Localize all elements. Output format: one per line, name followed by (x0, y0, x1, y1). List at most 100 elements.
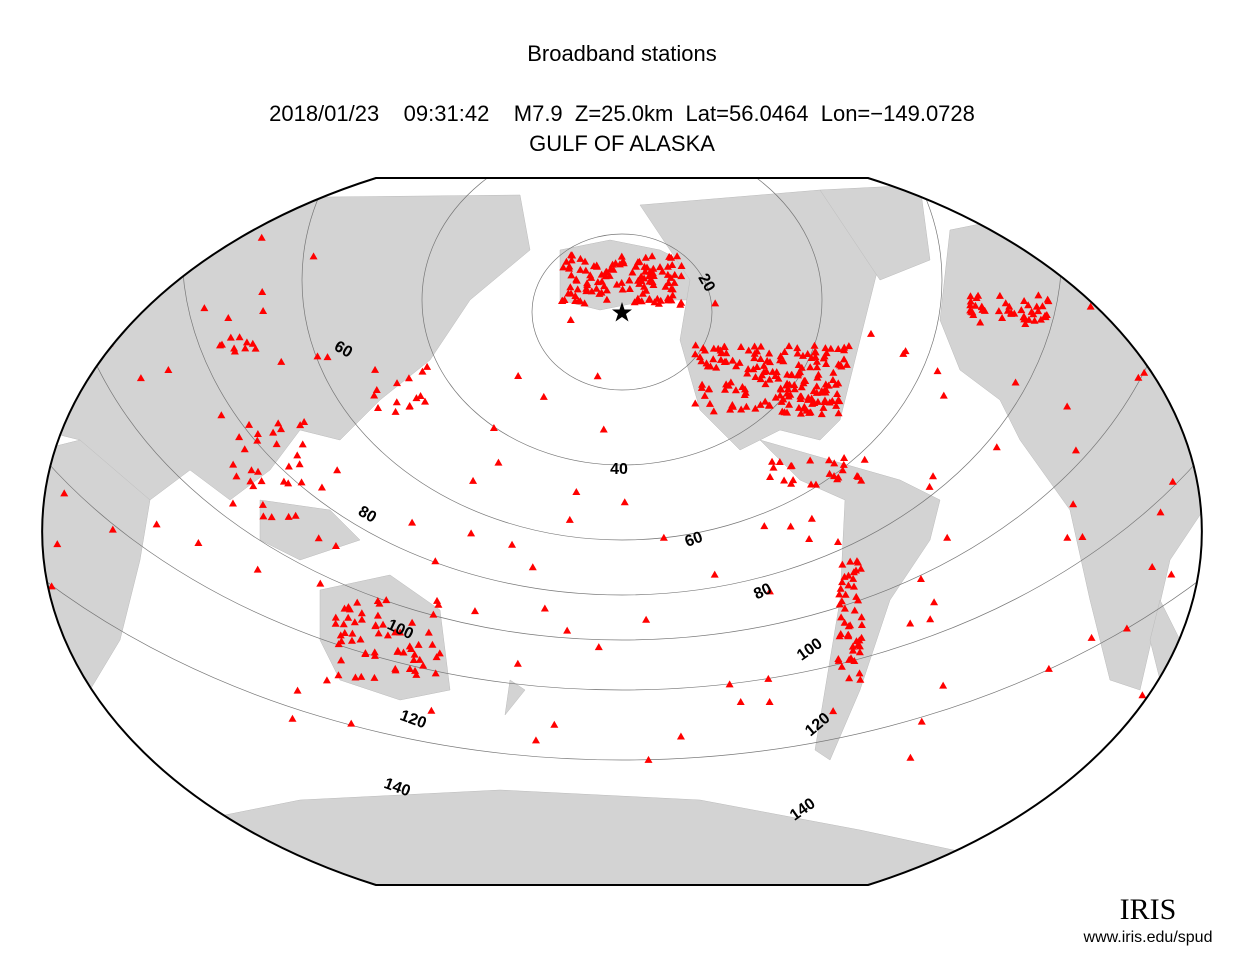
station (995, 291, 1004, 299)
station (768, 367, 777, 375)
station (776, 384, 785, 392)
station (531, 736, 540, 744)
station (53, 540, 62, 548)
station (850, 656, 859, 664)
station (642, 615, 651, 623)
station (625, 276, 634, 284)
station (1071, 446, 1080, 454)
station (703, 362, 712, 370)
station (837, 597, 846, 605)
station (60, 489, 69, 497)
station (392, 398, 401, 406)
title: Broadband stations (527, 41, 717, 66)
station (1063, 533, 1072, 541)
station (1024, 301, 1033, 309)
station (383, 631, 392, 639)
station (357, 615, 366, 623)
station (691, 350, 700, 358)
station (249, 482, 258, 490)
station (251, 344, 260, 352)
logo: IRIS (1120, 893, 1177, 926)
station (241, 344, 250, 352)
station (228, 499, 237, 507)
station (279, 477, 288, 485)
station (334, 640, 343, 648)
station (293, 451, 302, 459)
station (906, 753, 915, 761)
station (373, 403, 382, 411)
station (1063, 402, 1072, 410)
station (756, 375, 765, 383)
contour-label: 80 (751, 580, 774, 603)
station (709, 355, 718, 363)
station (1087, 633, 1096, 641)
station (916, 575, 925, 583)
station (998, 314, 1007, 322)
station (619, 257, 628, 265)
station (348, 629, 357, 637)
station (663, 270, 672, 278)
station (1044, 664, 1053, 672)
station (424, 628, 433, 636)
station (860, 455, 869, 463)
station (284, 479, 293, 487)
station (528, 563, 537, 571)
station (640, 262, 649, 270)
station (751, 373, 760, 381)
region: GULF OF ALASKA (529, 131, 715, 156)
station (793, 349, 802, 357)
station (710, 570, 719, 578)
station (593, 278, 602, 286)
station (677, 272, 686, 280)
station (820, 352, 829, 360)
station (994, 307, 1003, 315)
station (267, 513, 276, 521)
station (393, 646, 402, 654)
station (811, 348, 820, 356)
station (576, 297, 585, 305)
station (857, 476, 866, 484)
station (725, 680, 734, 688)
station (331, 613, 340, 621)
station (371, 365, 380, 373)
station (644, 295, 653, 303)
station (798, 351, 807, 359)
station (834, 344, 843, 352)
station (230, 344, 239, 352)
station (580, 299, 589, 307)
station (804, 395, 813, 403)
station (971, 301, 980, 309)
station (787, 479, 796, 487)
station (194, 538, 203, 546)
station (1134, 373, 1143, 381)
station (848, 646, 857, 654)
station (691, 341, 700, 349)
station (796, 368, 805, 376)
station (1044, 297, 1053, 305)
station (620, 498, 629, 506)
station (602, 295, 611, 303)
station (828, 376, 837, 384)
station (410, 650, 419, 658)
station (419, 661, 428, 669)
station (825, 456, 834, 464)
station (361, 649, 370, 657)
station (411, 666, 420, 674)
station (720, 357, 729, 365)
station (794, 403, 803, 411)
station (1140, 368, 1149, 376)
station (405, 665, 414, 673)
station (637, 272, 646, 280)
station (749, 365, 758, 373)
station (1164, 385, 1173, 393)
station (801, 377, 810, 385)
station (571, 291, 580, 299)
station (396, 628, 405, 636)
station (835, 632, 844, 640)
station (736, 698, 745, 706)
station (705, 399, 714, 407)
station (929, 472, 938, 480)
station (434, 600, 443, 608)
station (572, 275, 581, 283)
